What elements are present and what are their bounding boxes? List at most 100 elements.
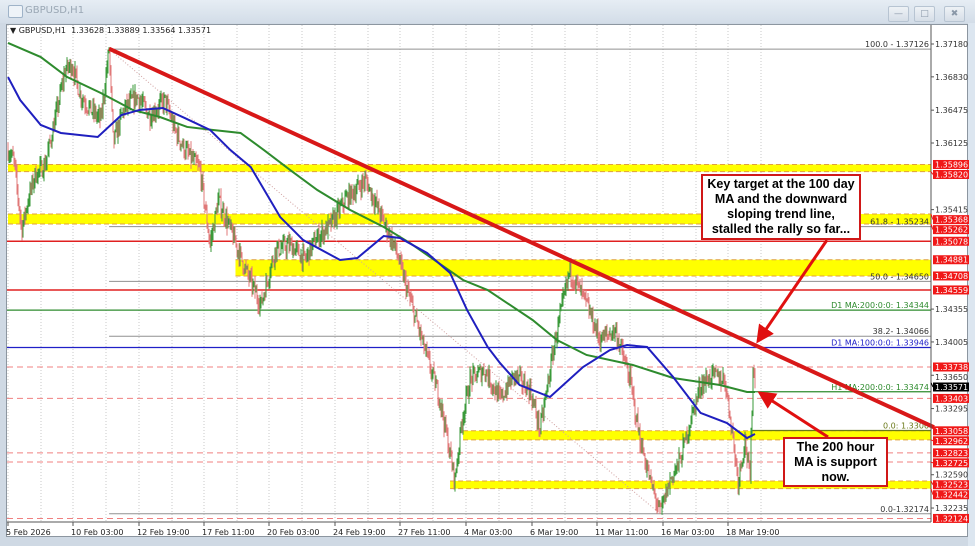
price-tick-label: 1.36475 — [935, 106, 968, 115]
price-tick-label: 1.32235 — [935, 504, 968, 513]
price-tick-label: 1.33650 — [935, 373, 968, 382]
price-label: 1.32442 — [935, 491, 968, 500]
price-label: 1.33738 — [935, 363, 968, 372]
time-tick-label: 20 Feb 03:00 — [267, 528, 319, 537]
price-tick-label: 1.34355 — [935, 305, 968, 314]
price-label-box — [933, 436, 969, 446]
price-label: 1.35896 — [935, 160, 968, 169]
support-resistance-zone — [463, 430, 931, 440]
price-label: 1.33058 — [935, 427, 968, 436]
time-tick-label: 18 Mar 19:00 — [726, 528, 779, 537]
price-label-box — [933, 271, 969, 281]
support-resistance-zone — [450, 481, 931, 489]
callout-bottom-text: The 200 hour MA is support now. — [794, 439, 877, 484]
time-tick-label: 5 Feb 2026 — [6, 528, 51, 537]
time-tick-label: 16 Mar 03:00 — [661, 528, 714, 537]
time-tick-label: 11 Mar 11:00 — [595, 528, 648, 537]
time-tick-label: 24 Feb 19:00 — [333, 528, 385, 537]
ma-level-label: 0.0: 1.3306 — [883, 422, 929, 431]
close-button[interactable]: ✖ — [944, 6, 965, 22]
price-tick-label: 1.34005 — [935, 338, 968, 347]
ma-level-label: D1 MA:200:0:0: 1.34344 — [831, 301, 929, 310]
ma-level-label: D1 MA:100:0:0: 1.33946 — [831, 338, 929, 347]
price-label: 1.34559 — [935, 286, 968, 295]
price-label-leader — [930, 382, 934, 388]
price-label: 1.32962 — [935, 437, 968, 446]
price-label-leader — [930, 213, 934, 220]
price-label-box — [933, 169, 969, 179]
price-label-box — [933, 285, 969, 295]
price-label: 1.35078 — [935, 237, 968, 246]
ma-level-label: H1 MA:200:0:0: 1.33474 — [831, 383, 929, 392]
price-label: 1.32823 — [935, 449, 968, 458]
chart-window-icon — [8, 5, 23, 18]
price-label: 1.32725 — [935, 459, 968, 468]
price-label-leader — [930, 461, 934, 464]
fib-level-label: 0.0-1.32174 — [880, 505, 929, 514]
price-label-leader — [930, 488, 934, 495]
price-label: 1.35368 — [935, 216, 968, 225]
price-label-leader — [930, 480, 934, 485]
price-label-box — [933, 255, 969, 265]
callout-arrow-to-200-hour-ma — [757, 391, 829, 439]
current-price-label: 1.33571 — [935, 383, 968, 392]
support-resistance-zone — [8, 164, 931, 172]
price-label: 1.35820 — [935, 170, 968, 179]
header-high: 1.33889 — [106, 26, 140, 35]
fib-level-label: 50.0 - 1.34650 — [870, 272, 929, 281]
price-label-leader — [930, 171, 934, 175]
ma-h1-100-line — [7, 76, 756, 440]
price-label-box — [933, 159, 969, 169]
price-label-box — [933, 215, 969, 225]
price-label-box — [933, 458, 969, 468]
window-right-edge — [968, 23, 975, 546]
time-tick-label: 17 Feb 11:00 — [202, 528, 254, 537]
price-label-box — [933, 448, 969, 458]
fib-level-label: 61.8 - 1.35234 — [870, 218, 929, 227]
price-tick-label: 1.33295 — [935, 405, 968, 414]
time-tick-label: 27 Feb 11:00 — [398, 528, 450, 537]
price-label: 1.35262 — [935, 226, 968, 235]
window-title: GBPUSD,H1 — [25, 5, 85, 16]
price-label-box — [933, 513, 969, 523]
price-tick-label: 1.32590 — [935, 471, 968, 480]
price-label-box — [933, 393, 969, 403]
minimize-button[interactable]: — — [888, 6, 909, 22]
time-tick-label: 6 Mar 19:00 — [530, 528, 578, 537]
header-symbol: GBPUSD,H1 — [18, 26, 66, 35]
current-price-box — [933, 382, 969, 392]
price-tick-label: 1.36125 — [935, 139, 968, 148]
ohlc-header: ▼ GBPUSD,H1 1.33628 1.33889 1.33564 1.33… — [10, 26, 211, 35]
price-label-leader — [930, 223, 934, 230]
price-tick-label: 1.35415 — [935, 206, 968, 215]
downward-trend-line — [108, 46, 935, 430]
support-resistance-zone — [8, 214, 931, 224]
price-tick-label: 1.36830 — [935, 73, 968, 82]
maximize-button[interactable]: □ — [914, 6, 935, 22]
price-label-box — [933, 236, 969, 246]
price-label-box — [933, 490, 969, 500]
time-tick-label: 12 Feb 19:00 — [137, 528, 189, 537]
fib-level-label: 100.0 - 1.37126 — [865, 40, 929, 49]
callout-arrow-to-trendline — [756, 239, 829, 344]
header-open: 1.33628 — [71, 26, 105, 35]
price-label: 1.33403 — [935, 394, 968, 403]
price-label: 1.34881 — [935, 256, 968, 265]
price-tick-label: 1.37180 — [935, 40, 968, 49]
price-label-box — [933, 480, 969, 490]
header-low: 1.33564 — [142, 26, 176, 35]
price-label: 1.34708 — [935, 272, 968, 281]
price-label-leader — [930, 439, 934, 442]
collapse-triangle-icon[interactable]: ▼ — [10, 26, 17, 35]
callout-trendline-target: Key target at the 100 day MA and the dow… — [701, 174, 861, 240]
price-label-box — [933, 426, 969, 436]
fib-level-label: 38.2- 1.34066 — [873, 327, 929, 336]
time-tick-label: 4 Mar 03:00 — [464, 528, 512, 537]
callout-top-text: Key target at the 100 day MA and the dow… — [707, 177, 855, 236]
price-label-box — [933, 362, 969, 372]
time-tick-label: 10 Feb 03:00 — [71, 528, 123, 537]
price-label: 1.32523 — [935, 481, 968, 490]
header-close: 1.33571 — [177, 26, 212, 35]
price-label: 1.32124 — [935, 514, 968, 523]
